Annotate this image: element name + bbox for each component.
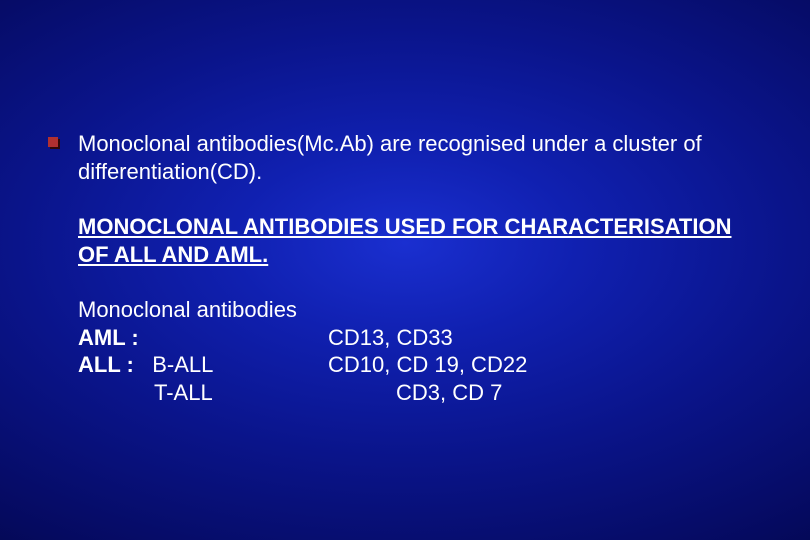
row-label: AML : <box>78 325 139 350</box>
section-heading: MONOCLONAL ANTIBODIES USED FOR CHARACTER… <box>78 213 750 268</box>
row-values: CD3, CD 7 <box>396 379 750 407</box>
table-row: T-ALL CD3, CD 7 <box>78 379 750 407</box>
row-label-cell: AML : <box>78 324 328 352</box>
table-row: ALL : B-ALL CD10, CD 19, CD22 <box>78 351 750 379</box>
row-values: CD13, CD33 <box>328 324 750 352</box>
row-label-cell: T-ALL <box>78 379 404 407</box>
row-sub: B-ALL <box>152 352 213 377</box>
subheading: Monoclonal antibodies <box>78 296 750 324</box>
square-bullet-icon <box>48 137 60 149</box>
row-label: ALL : <box>78 352 134 377</box>
table-row: AML : CD13, CD33 <box>78 324 750 352</box>
content-area: Monoclonal antibodies(Mc.Ab) are recogni… <box>48 130 750 406</box>
bullet-text: Monoclonal antibodies(Mc.Ab) are recogni… <box>78 130 750 185</box>
row-label-cell: ALL : B-ALL <box>78 351 328 379</box>
body-block: MONOCLONAL ANTIBODIES USED FOR CHARACTER… <box>78 213 750 406</box>
slide: Monoclonal antibodies(Mc.Ab) are recogni… <box>0 0 810 540</box>
bullet-item: Monoclonal antibodies(Mc.Ab) are recogni… <box>48 130 750 185</box>
row-sub: T-ALL <box>154 380 213 405</box>
row-values: CD10, CD 19, CD22 <box>328 351 750 379</box>
